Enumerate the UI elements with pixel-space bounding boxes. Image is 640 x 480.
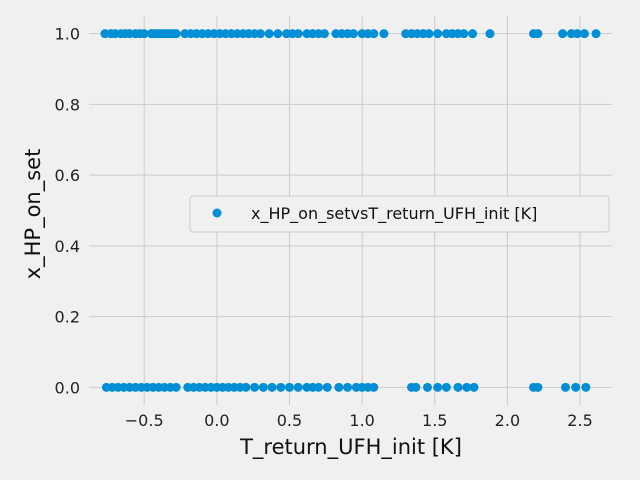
data-point [276,382,286,392]
data-point [171,382,181,392]
data-point [558,29,568,39]
data-point [319,29,329,39]
data-point [433,29,443,39]
data-point [459,29,469,39]
legend-box [189,195,610,233]
data-point [485,29,495,39]
data-point [348,29,358,39]
data-point [267,382,277,392]
data-point [468,29,478,39]
y-tick-label: 0.6 [55,166,80,185]
data-point [293,29,303,39]
data-point [379,29,389,39]
data-point [255,29,265,39]
data-point [433,382,443,392]
data-point [284,382,294,392]
data-point [139,29,149,39]
y-tick-labels: 0.0 0.2 0.4 0.6 0.8 1.0 [55,25,80,398]
x-tick-label: −0.5 [125,411,164,430]
data-point [314,382,324,392]
data-point [424,29,434,39]
x-tick-label: 1.5 [422,411,447,430]
data-point [571,382,581,392]
data-point [579,29,589,39]
data-point [422,382,432,392]
data-point [273,29,283,39]
data-point [469,382,479,392]
data-point [561,382,571,392]
data-point [322,382,332,392]
y-tick-label: 1.0 [55,25,80,44]
data-point [369,29,379,39]
legend: x_HP_on_setvsT_return_UFH_init [K] [189,195,610,233]
legend-label: x_HP_on_setvsT_return_UFH_init [K] [251,204,537,224]
data-point [293,382,303,392]
data-point [258,382,268,392]
data-point [533,29,543,39]
x-tick-label: 0.5 [277,411,302,430]
data-point [241,382,251,392]
data-point [453,382,463,392]
data-point [462,382,472,392]
legend-marker [212,208,222,218]
y-axis-label: x_HP_on_set [21,149,46,280]
data-point [334,382,344,392]
data-points [100,29,601,392]
x-tick-label: 2.5 [567,411,592,430]
data-point [411,382,421,392]
data-point [171,29,181,39]
x-tick-label: 2.0 [495,411,520,430]
y-tick-label: 0.2 [55,308,80,327]
data-point [572,29,582,39]
x-tick-labels: −0.5 0.0 0.5 1.0 1.5 2.0 2.5 [125,411,593,430]
data-point [369,382,379,392]
data-point [441,382,451,392]
y-tick-label: 0.0 [55,378,80,397]
data-point [343,382,353,392]
data-point [533,382,543,392]
y-tick-label: 0.8 [55,95,80,114]
data-point [581,382,591,392]
y-tick-label: 0.4 [55,237,80,256]
data-point [250,382,260,392]
x-axis-label: T_return_UFH_init [K] [239,435,462,460]
x-tick-label: 0.0 [204,411,229,430]
data-point [264,29,274,39]
data-point [591,29,601,39]
x-tick-label: 1.0 [349,411,374,430]
